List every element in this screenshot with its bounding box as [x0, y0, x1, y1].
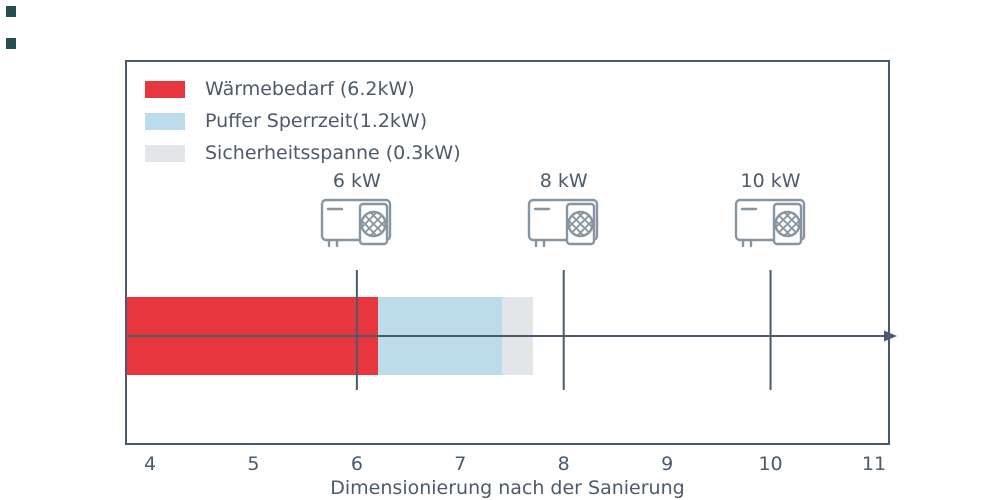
- heat-pump-body: [320, 198, 392, 242]
- x-tick-label: 10: [758, 453, 783, 475]
- legend-label: Sicherheitsspanne (0.3kW): [205, 142, 461, 164]
- legend-swatch: [145, 144, 185, 162]
- heat-pump-icon: [527, 198, 598, 248]
- legend-swatch: [145, 80, 185, 98]
- legend-item-2: Sicherheitsspanne (0.3kW): [145, 142, 461, 164]
- heat-pump-icon: [734, 198, 805, 248]
- legend: Wärmebedarf (6.2kW) Puffer Sperrzeit(1.2k…: [145, 78, 461, 174]
- bar-segment-0: [125, 297, 378, 375]
- x-tick-label: 8: [557, 453, 570, 475]
- axis-arrow-head: [884, 330, 897, 342]
- x-tick-label: 5: [247, 453, 260, 475]
- corner-mark: [6, 38, 16, 49]
- heat-pump-fan-grille: [360, 211, 386, 237]
- heat-pump-fan-grille: [774, 211, 800, 237]
- heat-pump-fan: [567, 210, 594, 238]
- x-tick-label: 9: [661, 453, 674, 475]
- bar-segment-1: [377, 297, 502, 375]
- heat-pump-fan: [360, 210, 387, 238]
- legend-label: Puffer Sperrzeit(1.2kW): [205, 110, 428, 132]
- heat-pump-size-label: 6 kW: [332, 170, 381, 192]
- heat-pump-body: [527, 198, 598, 242]
- x-tick-label: 6: [350, 453, 363, 475]
- heat-pump-fan-grille: [567, 211, 593, 237]
- x-tick-label: 4: [143, 453, 157, 475]
- corner-mark: [6, 6, 16, 17]
- heat-pump-body: [734, 198, 805, 242]
- legend-swatch: [145, 112, 185, 130]
- heat-pump-icon: [320, 198, 392, 248]
- legend-label: Wärmebedarf (6.2kW): [205, 78, 415, 100]
- x-axis-label: Dimensionierung nach der Sanierung: [330, 477, 685, 499]
- bar-segment-2: [501, 297, 533, 375]
- heat-pump-size-label: 8 kW: [539, 170, 588, 192]
- heat-pump-size-label: 10 kW: [740, 170, 801, 192]
- x-tick-label: 7: [454, 453, 467, 475]
- legend-item-0: Wärmebedarf (6.2kW): [145, 78, 461, 100]
- legend-item-1: Puffer Sperrzeit(1.2kW): [145, 110, 461, 132]
- heat-pump-fan: [773, 210, 801, 238]
- x-tick-label: 11: [861, 453, 887, 475]
